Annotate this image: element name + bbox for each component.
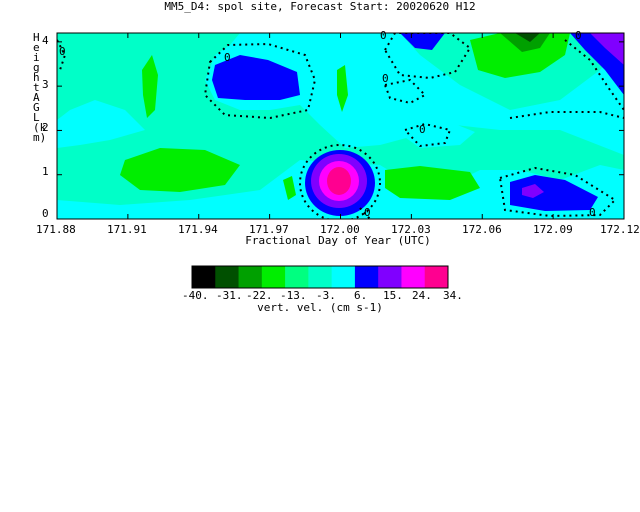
- colorbar-tick: 6.: [354, 289, 368, 302]
- updraft-violet-right: [522, 184, 544, 198]
- colorbar-swatch: [331, 266, 356, 288]
- colorbar-swatch: [354, 266, 379, 288]
- colorbar-tick: -22.: [246, 289, 273, 302]
- colorbar-tick: -3.: [316, 289, 336, 302]
- green-region-topright: [470, 33, 570, 78]
- y-tick-label: 3: [42, 78, 49, 91]
- x-tick-label: 171.97: [249, 223, 289, 236]
- contour-label: 0: [364, 206, 371, 219]
- darkgreen-region: [500, 33, 550, 52]
- updraft-core-pink: [327, 167, 351, 195]
- colorbar-swatch: [192, 266, 216, 288]
- colorbar-swatch: [424, 266, 449, 288]
- green-region-left: [120, 148, 240, 192]
- green-region-small: [283, 176, 296, 200]
- colorbar-frame: [191, 265, 449, 289]
- x-tick-label: 172.03: [391, 223, 431, 236]
- colorbar-tick: -40.: [182, 289, 209, 302]
- y-axis-ticks: [57, 41, 624, 220]
- y-tick-label: 2: [42, 121, 49, 134]
- colorbar-swatch: [285, 266, 309, 288]
- y-axis-label: Height AGL (km): [33, 31, 47, 144]
- y-tick-label: 1: [42, 165, 49, 178]
- contour-label: 0: [589, 206, 596, 219]
- colorbar-tick: -31.: [216, 289, 243, 302]
- x-tick-label: 171.91: [107, 223, 147, 236]
- x-tick-label: 172.12: [600, 223, 640, 236]
- zero-contour: [299, 144, 381, 219]
- colorbar-swatch: [261, 266, 286, 288]
- contour-label: 0: [224, 51, 231, 64]
- zero-contour: [359, 207, 371, 219]
- colorbar-swatch: [238, 266, 263, 288]
- zero-contour: [509, 111, 624, 119]
- y-tick-label: 4: [42, 34, 49, 47]
- x-axis-label: Fractional Day of Year (UTC): [245, 234, 431, 247]
- colorbar-label: vert. vel. (cm s-1): [257, 301, 383, 314]
- zero-contour: [203, 42, 317, 120]
- contour-label: 0: [382, 72, 389, 85]
- x-tick-label: 172.06: [462, 223, 502, 236]
- colorbar-tick: -13.: [280, 289, 307, 302]
- zero-contour: [383, 78, 427, 105]
- zero-contour: [498, 166, 617, 218]
- x-tick-label: 172.09: [533, 223, 573, 236]
- contour-label: 0: [419, 123, 426, 136]
- y-tick-label: 0: [42, 207, 49, 220]
- contour-label: 0: [575, 29, 582, 42]
- updraft-blue-right: [510, 175, 598, 211]
- colorbar-swatch: [215, 266, 240, 288]
- green-region-streak2: [337, 65, 348, 112]
- colorbar-tick: 15.: [383, 289, 403, 302]
- x-tick-label: 171.88: [36, 223, 76, 236]
- colorbar-swatch: [378, 266, 402, 288]
- green-region-right: [385, 166, 480, 200]
- green-region-streak: [142, 55, 158, 118]
- contour-label: 0: [380, 29, 387, 42]
- colorbar-swatches: [192, 266, 449, 288]
- updraft-violet-topright: [590, 33, 624, 65]
- updraft-blue-left: [212, 55, 300, 100]
- colorbar-tick: 34.: [443, 289, 463, 302]
- chart-title: MM5_D4: spol site, Forecast Start: 20020…: [164, 0, 476, 13]
- x-tick-label: 172.00: [320, 223, 360, 236]
- cyan-region-mid: [395, 120, 475, 148]
- x-axis-ticks: [56, 33, 625, 219]
- colorbar-swatch: [401, 266, 426, 288]
- cyan-region-left: [57, 100, 145, 148]
- colorbar-swatch: [308, 266, 333, 288]
- zero-contours: [57, 33, 624, 219]
- colorbar-tick: 24.: [412, 289, 432, 302]
- x-tick-label: 171.94: [178, 223, 218, 236]
- contour-label: 0: [59, 45, 66, 58]
- darkest-region: [515, 33, 540, 42]
